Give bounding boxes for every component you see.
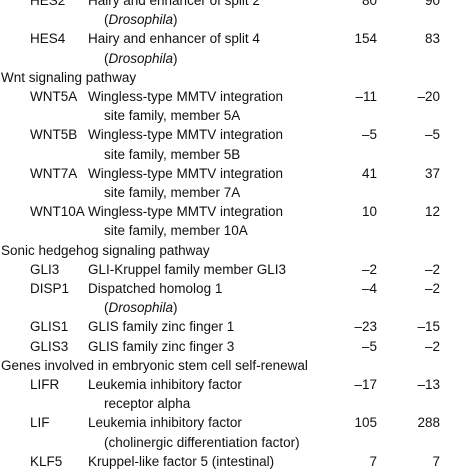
gene-name: Wingless-type MMTV integration (88, 127, 284, 143)
gene-symbol: HES2 (30, 0, 66, 8)
value-2: –5 (424, 127, 440, 143)
value-1: –23 (354, 319, 377, 335)
value-1: 80 (361, 0, 377, 8)
gene-name: (Drosophila) (104, 300, 178, 316)
value-2: 37 (424, 165, 440, 181)
gene-symbol: DISP1 (30, 281, 70, 296)
gene-name: Leukemia inhibitory factor (88, 377, 242, 392)
value-1: –11 (355, 89, 377, 104)
gene-name: Wingless-type MMTV integration (88, 165, 284, 181)
value-1: 7 (369, 453, 377, 469)
gene-symbol: LIF (30, 415, 50, 431)
gene-symbol: WNT5A (30, 89, 78, 104)
value-2: –20 (417, 89, 440, 104)
value-2: –15 (417, 319, 440, 335)
gene-symbol: GLI3 (30, 261, 60, 277)
section-heading: Wnt signaling pathway (1, 69, 137, 85)
gene-name: (Drosophila) (104, 50, 178, 66)
gene-name: receptor alpha (104, 396, 191, 412)
gene-symbol: WNT10A (30, 204, 85, 220)
gene-name: (Drosophila) (104, 12, 178, 28)
gene-name: site family, member 5A (104, 108, 241, 124)
value-2: –2 (424, 338, 440, 354)
value-2: 7 (432, 453, 440, 469)
gene-symbol: GLIS3 (30, 338, 69, 354)
value-1: 154 (354, 31, 377, 47)
gene-symbol: HES4 (30, 31, 66, 47)
gene-name: site family, member 5B (104, 146, 241, 162)
gene-symbol: WNT5B (30, 127, 78, 143)
gene-name: GLI-Kruppel family member GLI3 (88, 261, 287, 277)
gene-name: site family, member 10A (104, 223, 248, 239)
value-1: 41 (361, 165, 377, 181)
gene-name: (cholinergic differentiation factor) (104, 434, 300, 450)
value-2: 12 (424, 204, 440, 220)
gene-name: Kruppel-like factor 5 (intestinal) (88, 453, 275, 469)
value-1: –5 (361, 338, 377, 354)
value-2: 90 (424, 0, 440, 8)
gene-symbol: KLF5 (30, 453, 63, 469)
gene-symbol: WNT7A (30, 165, 78, 181)
value-2: 288 (417, 415, 440, 431)
value-2: –2 (424, 281, 440, 296)
value-1: –4 (361, 281, 377, 296)
value-1: –2 (361, 261, 377, 277)
gene-name: site family, member 7A (104, 185, 241, 200)
gene-symbol: LIFR (30, 377, 60, 392)
gene-name: Leukemia inhibitory factor (88, 415, 242, 431)
value-1: 10 (361, 204, 377, 220)
value-1: 105 (354, 415, 377, 431)
gene-name: Wingless-type MMTV integration (88, 89, 284, 104)
value-2: –13 (417, 377, 440, 392)
gene-name: GLIS family zinc finger 1 (88, 319, 235, 335)
section-heading: Sonic hedgehog signaling pathway (1, 242, 210, 258)
value-2: –2 (424, 261, 440, 277)
gene-symbol: GLIS1 (30, 319, 69, 335)
gene-name: GLIS family zinc finger 3 (88, 338, 235, 354)
value-1: –17 (354, 377, 377, 392)
gene-name: Dispatched homolog 1 (88, 281, 223, 296)
gene-name: Hairy and enhancer of split 2 (88, 0, 260, 8)
gene-name: Wingless-type MMTV integration (88, 204, 284, 220)
gene-name: Hairy and enhancer of split 4 (88, 31, 260, 47)
value-2: 83 (424, 31, 440, 47)
section-heading: Genes involved in embryonic stem cell se… (1, 357, 308, 373)
value-1: –5 (361, 127, 377, 143)
